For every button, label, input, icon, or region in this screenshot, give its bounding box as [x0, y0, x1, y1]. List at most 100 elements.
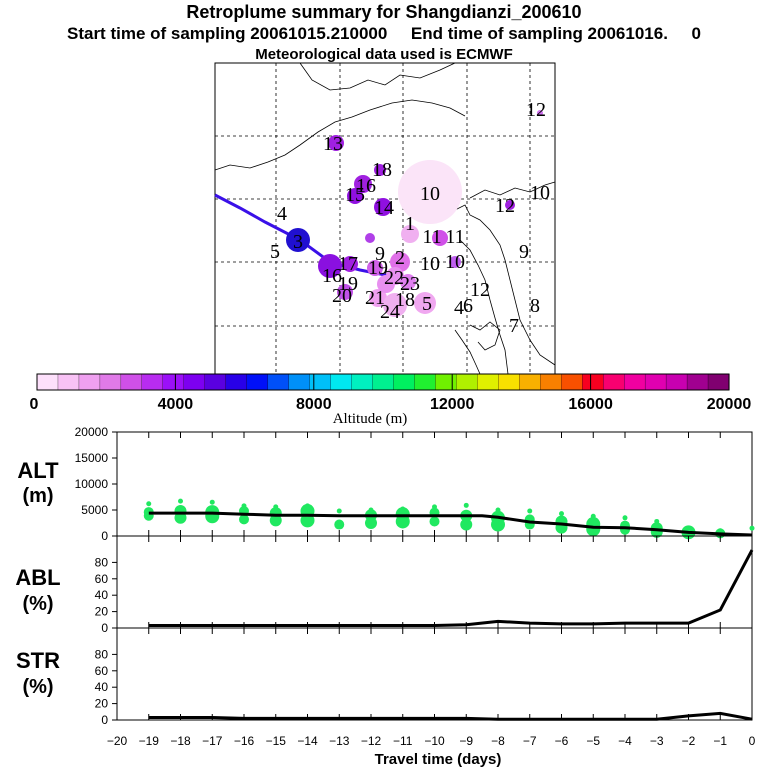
colorbar-cell — [540, 373, 562, 391]
abl-panel-unit: (%) — [22, 593, 53, 615]
abl-y-ticks: 0 20 40 60 80 — [95, 555, 117, 635]
map-time-label: 12 — [495, 195, 515, 217]
x-axis-label: Travel time (days) — [375, 751, 502, 768]
colorbar-cell — [665, 373, 688, 391]
colorbar-tick-label: 16000 — [568, 396, 613, 413]
colorbar-cell — [686, 373, 709, 391]
colorbar-cell — [267, 373, 290, 391]
alt-scatter-point — [178, 498, 183, 504]
map-plume-marker — [401, 225, 419, 243]
map-plume-marker — [367, 260, 383, 276]
map-time-label: 24 — [380, 301, 400, 323]
map-plume-marker — [347, 188, 363, 204]
map-plume-marker — [328, 135, 344, 151]
alt-scatter — [143, 498, 755, 540]
map-plume-marker — [398, 160, 462, 224]
colorbar-cell — [393, 373, 416, 391]
map-time-label: 10 — [420, 183, 440, 205]
alt-scatter-point — [429, 516, 440, 527]
alt-panel: ALT (m) 0 5000 10000 15000 20000 — [17, 425, 755, 543]
map-plume-marker — [414, 292, 436, 314]
x-tick-label: −11 — [393, 734, 413, 748]
colorbar-cell — [561, 373, 583, 391]
map-time-label: 15 — [345, 184, 365, 206]
alt-scatter-point — [269, 514, 282, 527]
map-time-label: 17 — [338, 253, 358, 275]
map-time-label: 10 — [445, 251, 465, 273]
abl-y-tick-label: 80 — [95, 555, 109, 569]
colorbar-cell — [456, 373, 478, 391]
colorbar-cell — [603, 373, 625, 391]
colorbar-cell — [372, 373, 395, 391]
map-time-label: 12 — [526, 99, 546, 121]
map-plume-marker — [365, 233, 375, 243]
colorbar-label: Altitude (m) — [333, 411, 408, 427]
map-plume-marker — [286, 228, 310, 252]
x-tick-label: −12 — [361, 734, 382, 748]
colorbar-cell — [225, 373, 248, 391]
map-time-label: 6 — [463, 295, 473, 317]
colorbar-cell — [707, 373, 730, 391]
str-y-tick-label: 60 — [95, 664, 109, 678]
alt-y-tick-label: 15000 — [75, 451, 109, 465]
str-x-ticks — [116, 628, 753, 720]
alt-scatter-point — [460, 518, 473, 531]
alt-scatter-point — [205, 509, 220, 524]
colorbar-cell — [330, 373, 353, 391]
map-time-label: 1 — [405, 213, 415, 235]
map-time-label: 7 — [509, 315, 519, 337]
map-time-label: 13 — [323, 133, 343, 155]
str-panel-frame — [116, 627, 753, 721]
map-time-label: 9 — [375, 243, 385, 265]
alt-scatter-point — [749, 525, 755, 531]
str-y-ticks: 0 20 40 60 80 — [95, 647, 117, 727]
colorbar-cell — [36, 373, 59, 391]
map-time-label: 19 — [338, 273, 358, 295]
abl-series-line — [148, 549, 754, 627]
x-tick-label: −17 — [202, 734, 223, 748]
x-axis-tick-labels: −20 −19 −18 −17 −16 −15 −14 −13 −12 −11 −10 −9 −8 −7−… — [107, 734, 756, 748]
colorbar-cell — [498, 373, 520, 391]
map-plume-marker — [432, 230, 448, 246]
map-plume-marker — [318, 254, 342, 278]
map-time-label: 18 — [395, 289, 415, 311]
map-plume-marker — [337, 284, 353, 300]
alt-scatter-point — [300, 513, 315, 528]
met-data-note: Meteorological data used is ECMWF — [255, 46, 513, 63]
alt-scatter-point — [146, 501, 152, 507]
map-plume-marker — [374, 164, 386, 176]
trajectory-line — [214, 193, 411, 280]
map-plume-marker — [377, 275, 395, 293]
x-tick-label: −9 — [459, 734, 473, 748]
alt-scatter-point — [334, 519, 345, 530]
alt-scatter-point — [491, 517, 505, 532]
map-time-label: 9 — [519, 241, 529, 263]
str-y-tick-label: 40 — [95, 680, 109, 694]
time-series-panels: ALT (m) 0 5000 10000 15000 20000 ABL (%) 0 20… — [15, 425, 755, 768]
x-tick-label: −13 — [329, 734, 350, 748]
colorbar-tick-label: 4000 — [158, 396, 194, 413]
colorbar-cell — [644, 373, 667, 391]
colorbar-cell — [309, 373, 332, 391]
map-time-label: 12 — [470, 279, 490, 301]
map-time-label: 5 — [422, 293, 432, 315]
alt-y-tick-label: 0 — [101, 529, 108, 543]
chart-subtitle: Start time of sampling 20061015.210000 E… — [66, 24, 701, 43]
map-plume-marker — [374, 198, 392, 216]
x-tick-label: −14 — [297, 734, 318, 748]
colorbar-cell — [120, 373, 143, 391]
x-tick-label: −2 — [682, 734, 696, 748]
x-tick-label: −10 — [424, 734, 445, 748]
colorbar-cell — [99, 373, 122, 391]
map-time-label: 14 — [374, 197, 394, 219]
alt-scatter-point — [463, 502, 469, 508]
map-plume-marker — [400, 274, 416, 290]
map-plume-marker — [505, 200, 515, 210]
alt-y-ticks: 0 5000 10000 15000 20000 — [75, 425, 117, 543]
map-time-label: 20 — [332, 285, 352, 307]
alt-scatter-point — [209, 499, 215, 505]
alt-scatter-point — [365, 517, 377, 529]
x-tick-label: −7 — [523, 734, 537, 748]
colorbar-cell — [414, 373, 436, 391]
